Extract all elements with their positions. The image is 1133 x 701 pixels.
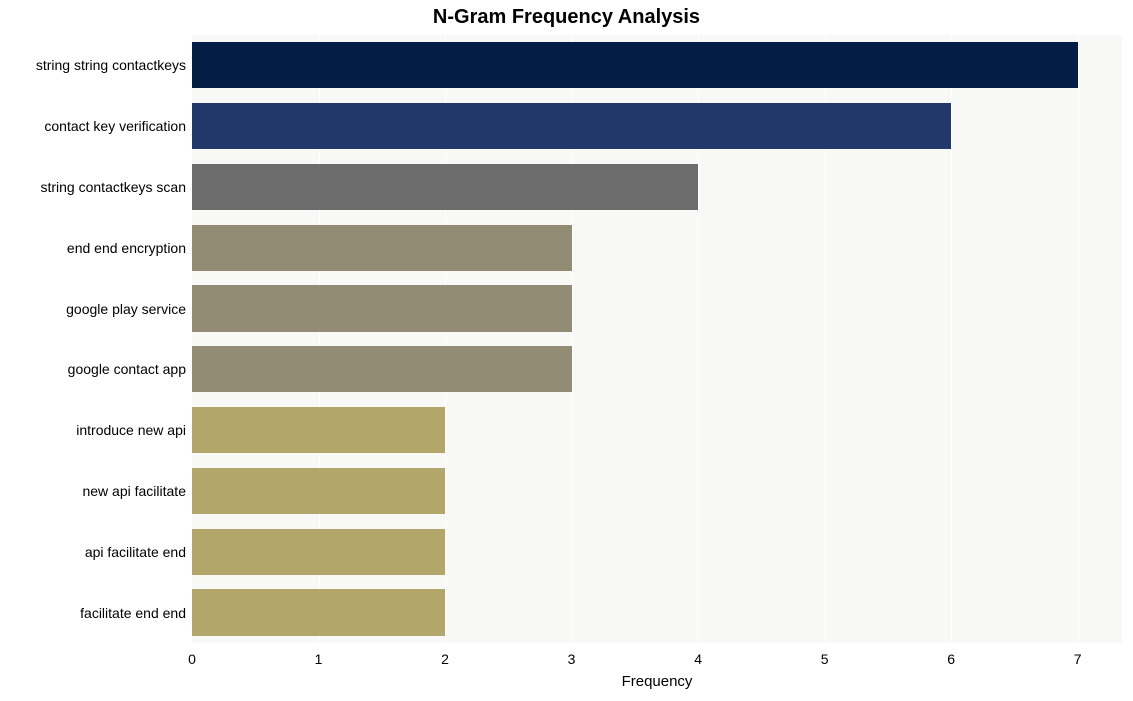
x-axis-tick: 3	[568, 651, 576, 667]
bar	[192, 529, 445, 575]
y-axis-label: contact key verification	[44, 118, 186, 134]
bar	[192, 225, 572, 271]
plot-area	[192, 35, 1122, 643]
y-axis-label: string contactkeys scan	[40, 179, 186, 195]
y-axis-label: end end encryption	[67, 240, 186, 256]
bar	[192, 285, 572, 331]
x-axis-tick: 6	[947, 651, 955, 667]
bar	[192, 42, 1078, 88]
ngram-frequency-chart: N-Gram Frequency Analysis string string …	[0, 0, 1133, 701]
bar	[192, 103, 951, 149]
grid-line	[1078, 35, 1079, 643]
x-axis-tick: 5	[821, 651, 829, 667]
x-axis-tick: 2	[441, 651, 449, 667]
grid-line	[951, 35, 952, 643]
bar	[192, 468, 445, 514]
bar	[192, 346, 572, 392]
x-axis-tick: 1	[315, 651, 323, 667]
y-axis-label: facilitate end end	[80, 605, 186, 621]
y-axis-label: google contact app	[68, 361, 186, 377]
bar	[192, 589, 445, 635]
y-axis-label: string string contactkeys	[36, 57, 186, 73]
y-axis-label: api facilitate end	[85, 544, 186, 560]
y-axis-label: new api facilitate	[82, 483, 186, 499]
chart-title: N-Gram Frequency Analysis	[0, 6, 1133, 29]
x-axis-label: Frequency	[622, 673, 693, 690]
x-axis-tick: 7	[1074, 651, 1082, 667]
bar	[192, 407, 445, 453]
y-axis-label: google play service	[66, 301, 186, 317]
x-axis-tick: 0	[188, 651, 196, 667]
y-axis-label: introduce new api	[76, 422, 186, 438]
bar	[192, 164, 698, 210]
x-axis-tick: 4	[694, 651, 702, 667]
